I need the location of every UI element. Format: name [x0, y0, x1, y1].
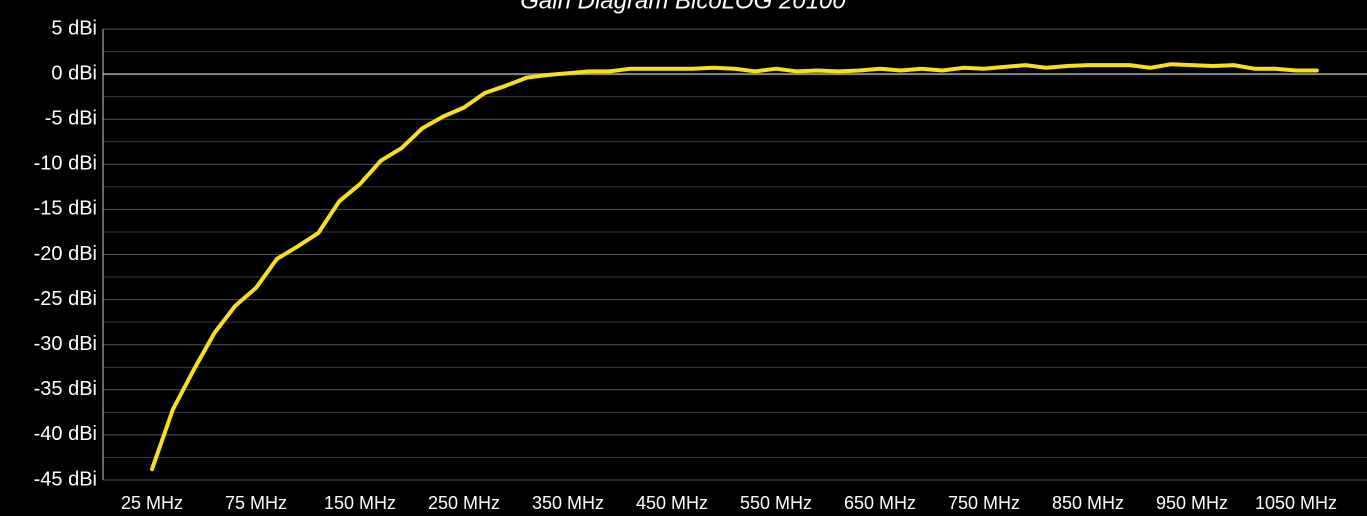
x-tick-label: 150 MHz: [324, 493, 396, 513]
gain-line: [150, 62, 1319, 472]
y-tick-label: 5 dBi: [51, 17, 97, 39]
y-tick-label: -45 dBi: [34, 468, 97, 490]
x-tick-label: 1050 MHz: [1255, 493, 1337, 513]
y-tick-label: -10 dBi: [34, 153, 97, 175]
y-tick-label: -20 dBi: [34, 243, 97, 265]
x-tick-label: 650 MHz: [844, 493, 916, 513]
y-tick-label: 0 dBi: [51, 62, 97, 84]
y-tick-label: -40 dBi: [34, 423, 97, 445]
x-tick-label: 450 MHz: [636, 493, 708, 513]
y-tick-label: -5 dBi: [45, 107, 97, 129]
y-tick-label: -25 dBi: [34, 288, 97, 310]
y-tick-label: -35 dBi: [34, 378, 97, 400]
y-tick-label: -30 dBi: [34, 333, 97, 355]
chart-title: Gain Diagram BicoLOG 20100: [520, 0, 846, 14]
x-tick-label: 950 MHz: [1156, 493, 1228, 513]
x-tick-label: 850 MHz: [1052, 493, 1124, 513]
y-tick-label: -15 dBi: [34, 198, 97, 220]
x-tick-label: 25 MHz: [121, 493, 183, 513]
x-tick-label: 750 MHz: [948, 493, 1020, 513]
x-tick-label: 550 MHz: [740, 493, 812, 513]
x-tick-label: 75 MHz: [225, 493, 287, 513]
x-tick-label: 250 MHz: [428, 493, 500, 513]
x-tick-label: 350 MHz: [532, 493, 604, 513]
